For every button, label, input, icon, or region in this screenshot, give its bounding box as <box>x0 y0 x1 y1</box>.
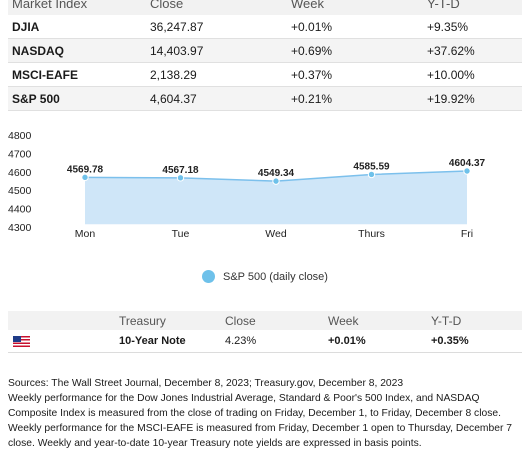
header-week: Week <box>324 311 427 330</box>
y-tick-label: 4700 <box>8 148 32 160</box>
treasury-table: Treasury Close Week Y-T-D 10-Year Note 4… <box>8 311 522 353</box>
index-close: 14,403.97 <box>146 38 287 63</box>
table-row: NASDAQ 14,403.97 +0.69% +37.62% <box>8 38 522 63</box>
x-tick-label: Thurs <box>358 228 385 240</box>
data-label: 4585.59 <box>353 161 390 172</box>
header-flag <box>8 311 115 330</box>
header-ytd: Y-T-D <box>427 311 522 330</box>
data-point <box>272 177 280 185</box>
data-point <box>367 170 376 179</box>
x-tick-label: Mon <box>75 228 96 240</box>
index-close: 4,604.37 <box>146 86 287 111</box>
treasury-table-header: Treasury Close Week Y-T-D <box>8 311 522 330</box>
table-row: DJIA 36,247.87 +0.01% +9.35% <box>8 15 522 39</box>
index-close: 2,138.29 <box>146 62 287 87</box>
data-point <box>81 173 89 182</box>
data-label: 4549.34 <box>258 168 295 179</box>
treasury-ytd: +0.35% <box>427 330 522 353</box>
index-week: +0.69% <box>287 38 423 63</box>
index-close: 36,247.87 <box>146 15 287 39</box>
treasury-week: +0.01% <box>324 330 427 353</box>
index-name: MSCI-EAFE <box>8 62 146 87</box>
index-week: +0.37% <box>287 62 423 87</box>
footnote: Sources: The Wall Street Journal, Decemb… <box>8 376 526 451</box>
y-tick-label: 4400 <box>8 204 32 216</box>
index-week: +0.21% <box>287 86 423 111</box>
data-label: 4604.37 <box>449 158 486 169</box>
x-tick-label: Wed <box>265 228 287 240</box>
header-ytd: Y-T-D <box>423 0 522 15</box>
index-week: +0.01% <box>287 15 423 39</box>
treasury-name: 10-Year Note <box>115 330 221 353</box>
index-name: S&P 500 <box>8 86 146 111</box>
y-tick-label: 4600 <box>8 167 32 179</box>
x-tick-label: Fri <box>461 228 473 240</box>
header-treasury: Treasury <box>115 311 221 330</box>
data-label: 4569.78 <box>67 164 104 175</box>
sp500-area <box>85 170 467 225</box>
y-tick-label: 4300 <box>8 222 32 234</box>
index-ytd: +9.35% <box>423 15 522 39</box>
y-tick-label: 4800 <box>8 130 32 142</box>
sp500-area-chart: 4800 4700 4600 4500 4400 4300 4569.78 Mon 4567.1… <box>8 130 486 240</box>
header-close: Close <box>146 0 287 15</box>
data-label: 4567.18 <box>162 165 199 176</box>
footnote-sources: Sources: The Wall Street Journal, Decemb… <box>8 378 404 389</box>
table-row: S&P 500 4,604.37 +0.21% +19.92% <box>8 86 522 111</box>
index-name: DJIA <box>8 15 146 39</box>
legend-marker <box>202 270 215 283</box>
header-week: Week <box>287 0 423 15</box>
index-ytd: +10.00% <box>423 62 522 87</box>
footnote-msci-eafe: Weekly performance for the MSCI-EAFE is … <box>8 423 512 449</box>
index-ytd: +37.62% <box>423 38 522 63</box>
index-ytd: +19.92% <box>423 86 522 111</box>
us-flag-icon <box>13 335 30 347</box>
table-row: 10-Year Note 4.23% +0.01% +0.35% <box>8 330 522 353</box>
data-point <box>463 167 471 175</box>
data-point <box>176 174 185 182</box>
legend-label: S&P 500 (daily close) <box>223 270 328 283</box>
index-name: NASDAQ <box>8 38 146 63</box>
footnote-weekly-performance: Weekly performance for the Dow Jones Ind… <box>8 393 501 419</box>
y-tick-label: 4500 <box>8 185 32 197</box>
x-tick-label: Tue <box>172 228 190 240</box>
header-market-index: Market Index <box>8 0 146 15</box>
chart-legend: S&P 500 (daily close) <box>202 270 328 283</box>
market-table-header: Market Index Close Week Y-T-D <box>8 0 522 15</box>
header-close: Close <box>221 311 324 330</box>
treasury-close: 4.23% <box>221 330 324 353</box>
market-index-table: Market Index Close Week Y-T-D DJIA 36,24… <box>8 0 522 111</box>
table-row: MSCI-EAFE 2,138.29 +0.37% +10.00% <box>8 62 522 87</box>
